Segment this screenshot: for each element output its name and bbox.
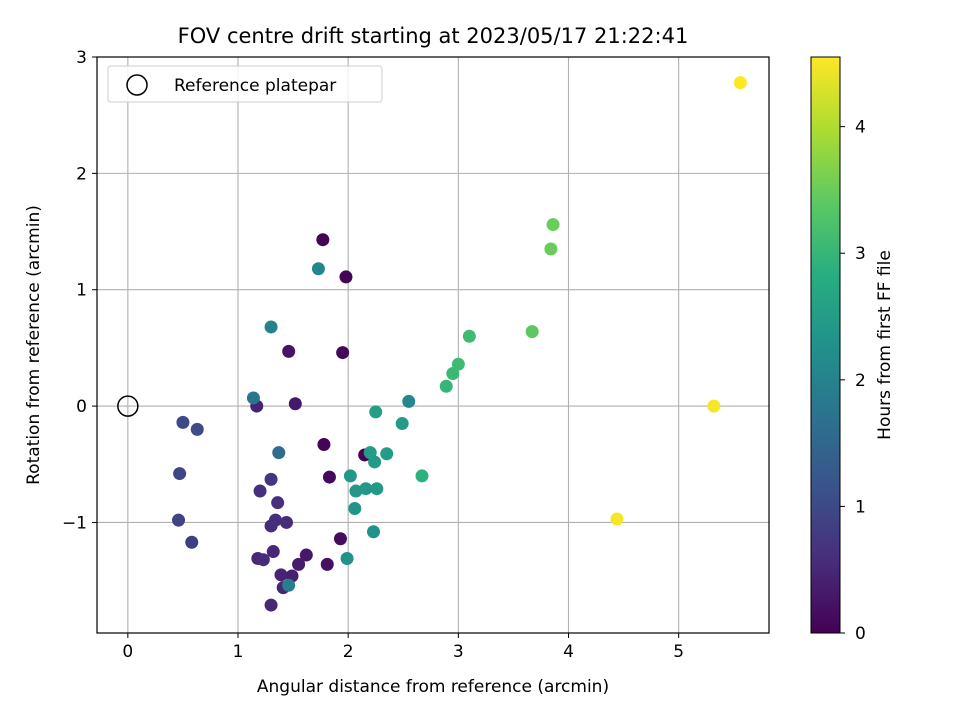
data-point: [349, 484, 363, 498]
data-point: [462, 329, 476, 343]
colorbar-gradient: [810, 56, 841, 634]
data-point: [316, 233, 330, 247]
y-tick-label: 2: [76, 164, 87, 184]
data-point: [282, 578, 296, 592]
data-point: [707, 399, 721, 413]
colorbar-tick-label: 0: [855, 624, 866, 644]
data-point: [380, 447, 394, 461]
colorbar-ticks: 0 1 2 3 4: [840, 118, 866, 644]
y-tick-label: 1: [76, 281, 87, 301]
data-point: [370, 482, 384, 496]
data-point: [367, 525, 381, 539]
legend-label: Reference platepar: [174, 76, 336, 96]
legend-open-circle-marker: [126, 74, 148, 96]
data-point: [348, 501, 362, 515]
x-tick-label: 4: [563, 642, 574, 662]
data-point: [363, 446, 377, 460]
data-point: [172, 513, 186, 527]
data-point: [336, 346, 350, 360]
data-point: [544, 242, 558, 256]
y-axis: −1 0 1 2 3: [62, 48, 97, 533]
reference-platepar-marker: [117, 395, 139, 417]
data-point: [264, 320, 278, 334]
data-point: [266, 545, 280, 559]
data-point: [311, 262, 325, 276]
data-point: [264, 472, 278, 486]
grid-lines: [97, 56, 769, 633]
data-points: [172, 76, 747, 612]
legend[interactable]: Reference platepar: [107, 65, 383, 103]
data-point: [274, 568, 288, 582]
x-axis: 0 1 2 3 4 5: [122, 633, 684, 662]
data-point: [299, 548, 313, 562]
x-tick-label: 5: [673, 642, 684, 662]
data-point: [546, 218, 560, 232]
data-point: [395, 417, 409, 431]
data-point: [415, 469, 429, 483]
colorbar-tick-label: 3: [855, 244, 866, 264]
data-point: [272, 446, 286, 460]
colorbar-label: Hours from first FF file: [875, 250, 895, 440]
x-tick-label: 0: [122, 642, 133, 662]
plot-frame: [96, 56, 770, 634]
data-point: [339, 270, 353, 284]
colorbar-tick-label: 4: [855, 118, 866, 138]
data-point: [317, 437, 331, 451]
data-point: [333, 532, 347, 546]
data-point: [369, 405, 383, 419]
data-point: [733, 76, 747, 90]
data-point: [282, 344, 296, 358]
data-point: [292, 557, 306, 571]
data-point: [256, 553, 270, 567]
y-tick-label: 3: [76, 48, 87, 68]
data-point: [439, 379, 453, 393]
data-point: [451, 357, 465, 371]
data-point: [268, 513, 282, 527]
data-point: [322, 470, 336, 484]
x-axis-label: Angular distance from reference (arcmin): [257, 677, 609, 697]
chart-title: FOV centre drift starting at 2023/05/17 …: [178, 24, 689, 48]
data-point: [176, 415, 190, 429]
data-point: [271, 496, 285, 510]
colorbar: 0 1 2 3 4 Hours from first FF file: [810, 56, 895, 644]
x-tick-label: 2: [343, 642, 354, 662]
legend-box: [107, 65, 383, 103]
colorbar-tick-label: 2: [855, 371, 866, 391]
data-point: [264, 598, 278, 612]
data-point: [340, 552, 354, 566]
x-tick-label: 3: [453, 642, 464, 662]
data-point: [610, 512, 624, 526]
data-point: [288, 397, 302, 411]
colorbar-tick-label: 1: [855, 497, 866, 517]
data-point: [253, 484, 267, 498]
data-point: [185, 535, 199, 549]
data-point: [279, 515, 293, 529]
y-tick-label: −1: [62, 513, 87, 533]
data-point: [402, 394, 416, 408]
y-tick-label: 0: [76, 397, 87, 417]
data-point: [246, 391, 260, 405]
data-point: [320, 557, 334, 571]
data-point: [525, 325, 539, 339]
data-point: [343, 469, 357, 483]
data-point: [173, 467, 187, 481]
data-point: [190, 422, 204, 436]
y-axis-label: Rotation from reference (arcmin): [24, 205, 44, 485]
x-tick-label: 1: [233, 642, 244, 662]
data-point: [359, 482, 373, 496]
